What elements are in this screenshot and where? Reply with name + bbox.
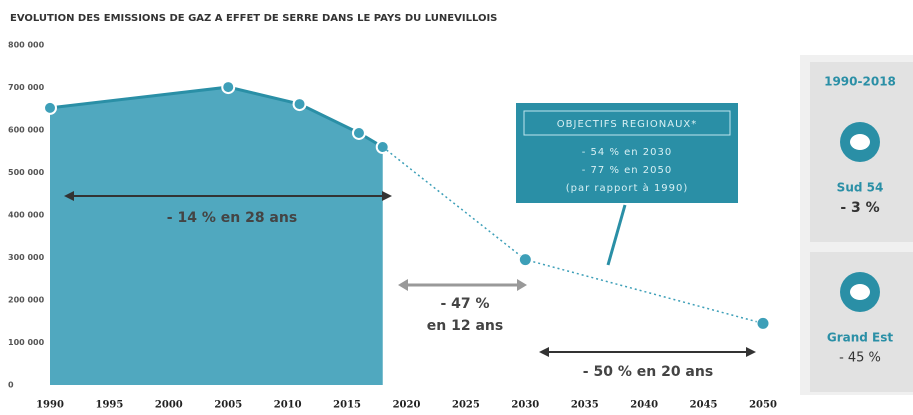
x-tick-label: 2000 (155, 400, 183, 411)
box (516, 103, 738, 203)
annotation: - 50 % en 20 ans (583, 364, 713, 380)
x-tick-label: 2015 (333, 400, 361, 411)
point (292, 97, 307, 112)
arrow-head (64, 191, 74, 201)
x-tick-label: 2050 (749, 400, 777, 411)
y-tick-label: 500 000 (8, 168, 45, 177)
x-tick-label: 2045 (690, 400, 718, 411)
annotations: - 14 % en 28 ans - 47 % en 12 ans - 50 %… (64, 191, 756, 380)
point (756, 316, 770, 330)
side-panel: 1990-2018 Sud 54 - 3 % Grand Est - 45 % (800, 55, 913, 395)
x-tick-label: 2010 (274, 400, 302, 411)
box-line: - 54 % en 2030 (582, 147, 673, 158)
y-tick-label: 200 000 (8, 296, 45, 305)
icon-shape (850, 284, 870, 300)
box-title: OBJECTIFS REGIONAUX* (557, 119, 697, 130)
point (43, 100, 57, 115)
box-line: (par rapport à 1990) (566, 182, 689, 194)
x-tick-label: 2025 (452, 400, 480, 411)
point (351, 125, 366, 140)
item-value: - 45 % (839, 351, 881, 366)
chart-title: EVOLUTION DES EMISSIONS DE GAZ A EFFET D… (10, 13, 497, 24)
x-tick-label: 2020 (393, 400, 421, 411)
x-tick-label: 2035 (571, 400, 599, 411)
plot: 0 100 000 200 000 300 000 400 000 500 000 600 … (8, 41, 777, 411)
y-tick-label: 600 000 (8, 126, 45, 135)
item-name: Grand Est (827, 331, 894, 345)
x-tick-label: 2040 (630, 400, 658, 411)
y-tick-label: 100 000 (8, 338, 45, 347)
y-tick-label: 700 000 (8, 83, 45, 92)
x-tick-label: 2030 (511, 400, 539, 411)
annotation: - 47 % (440, 296, 489, 312)
arrow-head (539, 347, 549, 357)
objectives-box: OBJECTIFS REGIONAUX* - 54 % en 2030 - 77… (516, 103, 738, 266)
icon-shape (850, 134, 870, 150)
arrow-head (398, 279, 408, 291)
item-value: - 3 % (840, 200, 879, 216)
y-tick-label: 800 000 (8, 41, 45, 50)
arrow-head (382, 191, 392, 201)
period: 1990-2018 (824, 75, 896, 89)
x-tick-label: 1990 (36, 400, 64, 411)
y-tick-label: 0 (8, 381, 14, 390)
arrow-head (517, 279, 527, 291)
annotation: en 12 ans (427, 318, 503, 334)
pointer (606, 204, 627, 266)
point (221, 80, 236, 95)
y-tick-label: 300 000 (8, 253, 45, 262)
item-name: Sud 54 (837, 181, 884, 195)
y-tick-label: 400 000 (8, 211, 45, 220)
arrow-head (746, 347, 756, 357)
x-tick-label: 2005 (214, 400, 242, 411)
area (50, 87, 383, 385)
point (518, 253, 532, 267)
annotation: - 14 % en 28 ans (167, 210, 297, 226)
box-line: - 77 % en 2050 (582, 165, 673, 176)
box-header (523, 110, 731, 136)
x-tick-label: 1995 (95, 400, 123, 411)
